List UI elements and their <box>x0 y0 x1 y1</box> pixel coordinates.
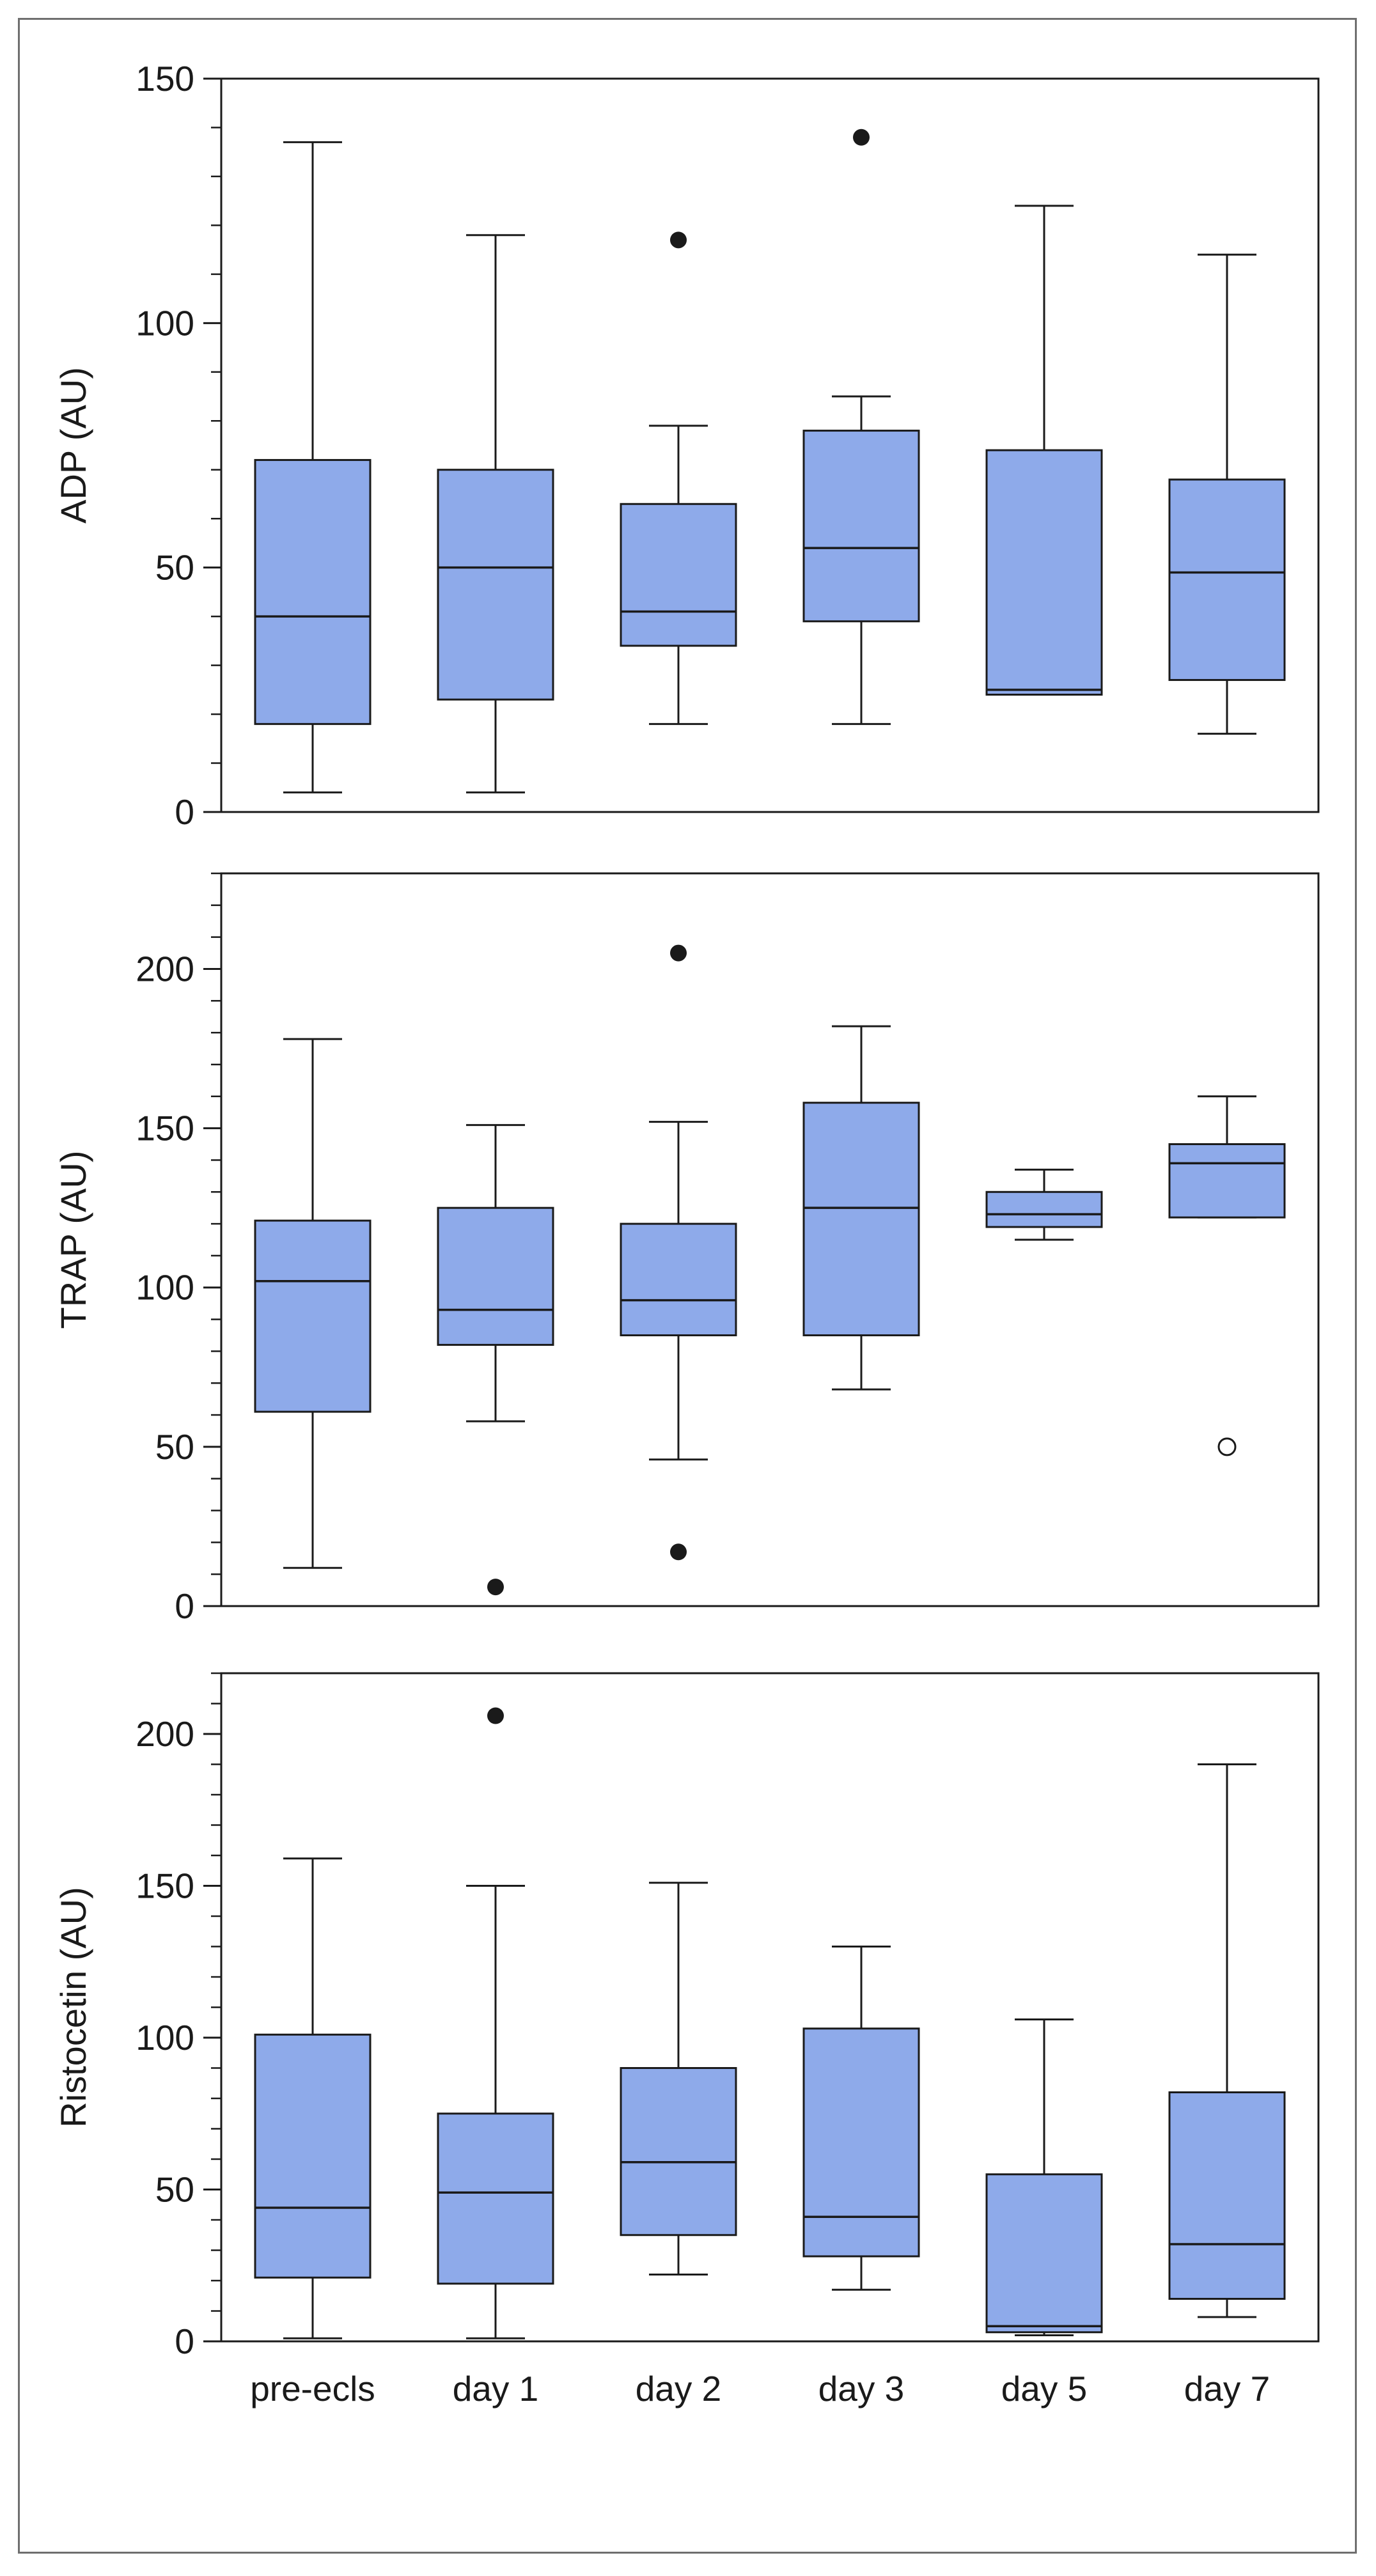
box-day-3 <box>802 1946 920 2291</box>
box-iqr <box>985 1190 1103 1228</box>
x-tick-label-day-1: day 1 <box>453 2369 539 2408</box>
box-day-2 <box>620 425 737 725</box>
box-day-7 <box>1168 1095 1286 1219</box>
y-tick-label: 100 <box>136 1268 194 1308</box>
y-tick-label: 200 <box>136 1714 194 1754</box>
y-tick-label: 100 <box>136 303 194 343</box>
outlier-point <box>487 1579 504 1596</box>
plot-area-frame <box>220 77 1320 813</box>
box-iqr <box>254 1219 371 1413</box>
box-day-7 <box>1168 1763 1286 2318</box>
y-tick-label: 50 <box>155 2170 194 2210</box>
x-tick-label-day-5: day 5 <box>1001 2369 1088 2408</box>
y-tick-label: 200 <box>136 949 194 988</box>
box-day-2 <box>620 1121 737 1461</box>
y-tick-label: 50 <box>155 1427 194 1467</box>
plot-area-frame <box>220 872 1320 1607</box>
y-tick-label: 100 <box>136 2018 194 2057</box>
x-tick-label-day-2: day 2 <box>636 2369 722 2408</box>
outlier-point <box>853 129 870 146</box>
box-iqr <box>620 1222 737 1336</box>
box-iqr <box>1168 478 1286 682</box>
y-tick-label: 50 <box>155 548 194 588</box>
y-tick-label: 0 <box>175 2322 194 2361</box>
box-day-1 <box>437 1124 554 1423</box>
box-day-7 <box>1168 253 1286 735</box>
box-iqr <box>802 1102 920 1336</box>
chart-panel-3: 0 50 100 150 200 Ristocetin (AU) pre-ecls day 1… <box>53 1672 1320 2408</box>
y-tick-label: 150 <box>136 1109 194 1148</box>
box-pre-ecls <box>254 1038 371 1569</box>
y-tick-label: 150 <box>136 59 194 98</box>
box-iqr <box>802 430 920 623</box>
box-iqr <box>437 2112 554 2285</box>
box-day-3 <box>802 395 920 725</box>
box-iqr <box>1168 2091 1286 2300</box>
box-iqr <box>254 2033 371 2279</box>
box-iqr <box>802 2027 920 2258</box>
box-iqr <box>437 1206 554 1346</box>
outlier-point <box>670 231 687 249</box>
outlier-point <box>487 1707 504 1724</box>
y-tick-label: 0 <box>175 792 194 832</box>
box-iqr <box>620 2067 737 2236</box>
box-iqr <box>437 469 554 701</box>
box-pre-ecls <box>254 141 371 793</box>
y-axis-label: ADP (AU) <box>53 367 93 524</box>
box-day-5 <box>985 2018 1103 2336</box>
box-iqr <box>985 449 1103 696</box>
outlier-point <box>670 1543 687 1561</box>
y-axis-label: TRAP (AU) <box>53 1151 93 1329</box>
box-pre-ecls <box>254 1857 371 2339</box>
box-day-5 <box>985 205 1103 696</box>
y-axis-label: Ristocetin (AU) <box>53 1887 93 2128</box>
box-day-3 <box>802 1025 920 1391</box>
box-day-1 <box>437 234 554 793</box>
y-tick-label: 0 <box>175 1586 194 1626</box>
box-iqr <box>254 458 371 725</box>
x-tick-label-pre-ecls: pre-ecls <box>250 2369 375 2408</box>
x-tick-label-day-7: day 7 <box>1184 2369 1270 2408</box>
outlier-point <box>670 944 687 962</box>
box-iqr <box>1168 1143 1286 1219</box>
box-iqr <box>620 503 737 647</box>
chart-panel-2: 0 50 100 150 200 TRAP (AU) <box>53 872 1320 1626</box>
box-iqr <box>985 2173 1103 2334</box>
box-day-2 <box>620 1882 737 2275</box>
outlier-point <box>1217 1437 1237 1456</box>
box-day-1 <box>437 1885 554 2339</box>
figure-frame <box>18 18 1357 2554</box>
y-tick-label: 150 <box>136 1866 194 1906</box>
chart-panel-1: 0 50 100 150 ADP (AU) <box>53 59 1320 832</box>
box-day-5 <box>985 1168 1103 1241</box>
x-tick-label-day-3: day 3 <box>818 2369 905 2408</box>
